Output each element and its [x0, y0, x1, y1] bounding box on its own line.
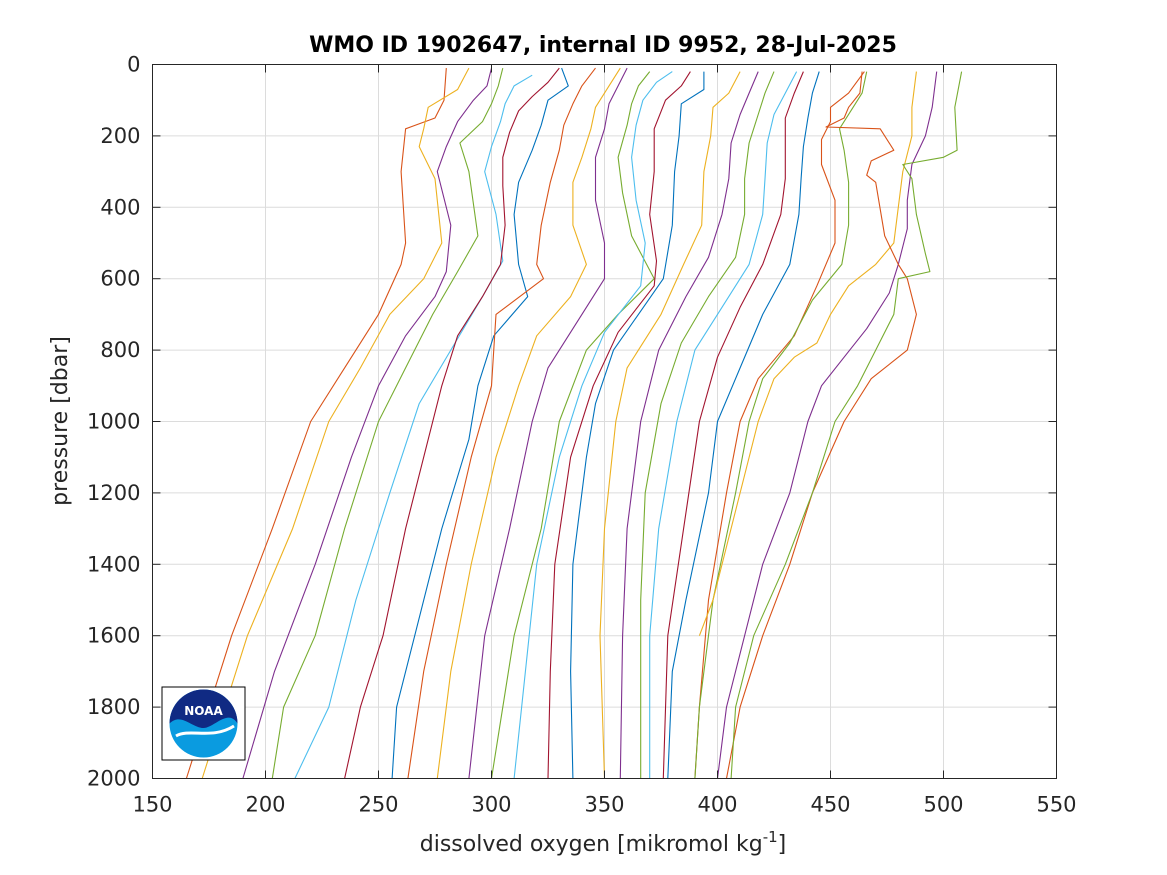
- profile-line-4: [271, 67, 504, 779]
- x-tick-label: 200: [245, 793, 285, 817]
- x-axis-label: dissolved oxygen [mikromol kg-1]: [420, 828, 787, 857]
- profile-line-23: [698, 71, 917, 636]
- x-tick-label: 500: [923, 793, 963, 817]
- profile-line-25: [725, 71, 917, 779]
- profile-line-16: [619, 71, 759, 779]
- profile-line-11: [490, 71, 655, 779]
- y-tick-label: 800: [100, 338, 140, 362]
- x-tick-labels: 150 200 250 300 350 400 450 500 550: [132, 793, 1076, 817]
- x-tick-label: 250: [358, 793, 398, 817]
- tick-marks: [152, 64, 1057, 779]
- profile-line-20: [667, 71, 820, 779]
- profile-line-22: [694, 71, 868, 779]
- x-tick-label: 450: [810, 793, 850, 817]
- y-tick-label: 1800: [87, 695, 140, 719]
- y-tick-label: 0: [127, 53, 140, 77]
- profile-line-3: [242, 67, 493, 779]
- profile-line-12: [513, 71, 673, 779]
- y-tick-label: 400: [100, 195, 140, 219]
- profile-line-8: [407, 67, 596, 779]
- profile-line-21: [694, 71, 865, 779]
- y-tick-label: 2000: [87, 767, 140, 791]
- y-tick-labels: 0 200 400 600 800 1000 1200 1400 1600 1800 2000: [87, 53, 140, 791]
- x-tick-label: 350: [584, 793, 624, 817]
- y-tick-label: 1600: [87, 624, 140, 648]
- profile-line-10: [468, 67, 628, 779]
- profile-line-6: [344, 67, 560, 779]
- chart-title: WMO ID 1902647, internal ID 9952, 28-Jul…: [309, 33, 897, 58]
- profile-line-2: [201, 67, 470, 779]
- grid-lines: [152, 64, 1057, 779]
- logo-text: NOAA: [184, 704, 223, 718]
- profile-line-5: [294, 74, 533, 779]
- profile-line-26: [730, 71, 963, 779]
- y-axis-label: pressure [dbar]: [48, 336, 73, 506]
- profile-line-17: [640, 71, 775, 779]
- profile-line-14: [570, 71, 705, 779]
- y-tick-label: 600: [100, 267, 140, 291]
- x-tick-label: 300: [471, 793, 511, 817]
- profile-line-15: [599, 71, 741, 779]
- y-tick-label: 1400: [87, 552, 140, 576]
- y-tick-label: 1200: [87, 481, 140, 505]
- x-axis-label-superscript: -1: [763, 828, 778, 846]
- profile-line-24: [716, 71, 938, 779]
- x-tick-label: 400: [697, 793, 737, 817]
- profile-line-1: [185, 68, 447, 779]
- series-group: [185, 67, 963, 779]
- profile-line-18: [649, 71, 798, 779]
- profile-line-13: [547, 71, 691, 779]
- profile-line-9: [436, 67, 621, 779]
- y-tick-label: 1000: [87, 410, 140, 434]
- profile-line-7: [391, 67, 569, 779]
- profile-line-19: [662, 71, 804, 779]
- x-tick-label: 550: [1036, 793, 1076, 817]
- noaa-logo: NOAA: [161, 686, 246, 761]
- x-tick-label: 150: [132, 793, 172, 817]
- y-tick-label: 200: [100, 124, 140, 148]
- x-axis-label-end: ]: [778, 832, 787, 857]
